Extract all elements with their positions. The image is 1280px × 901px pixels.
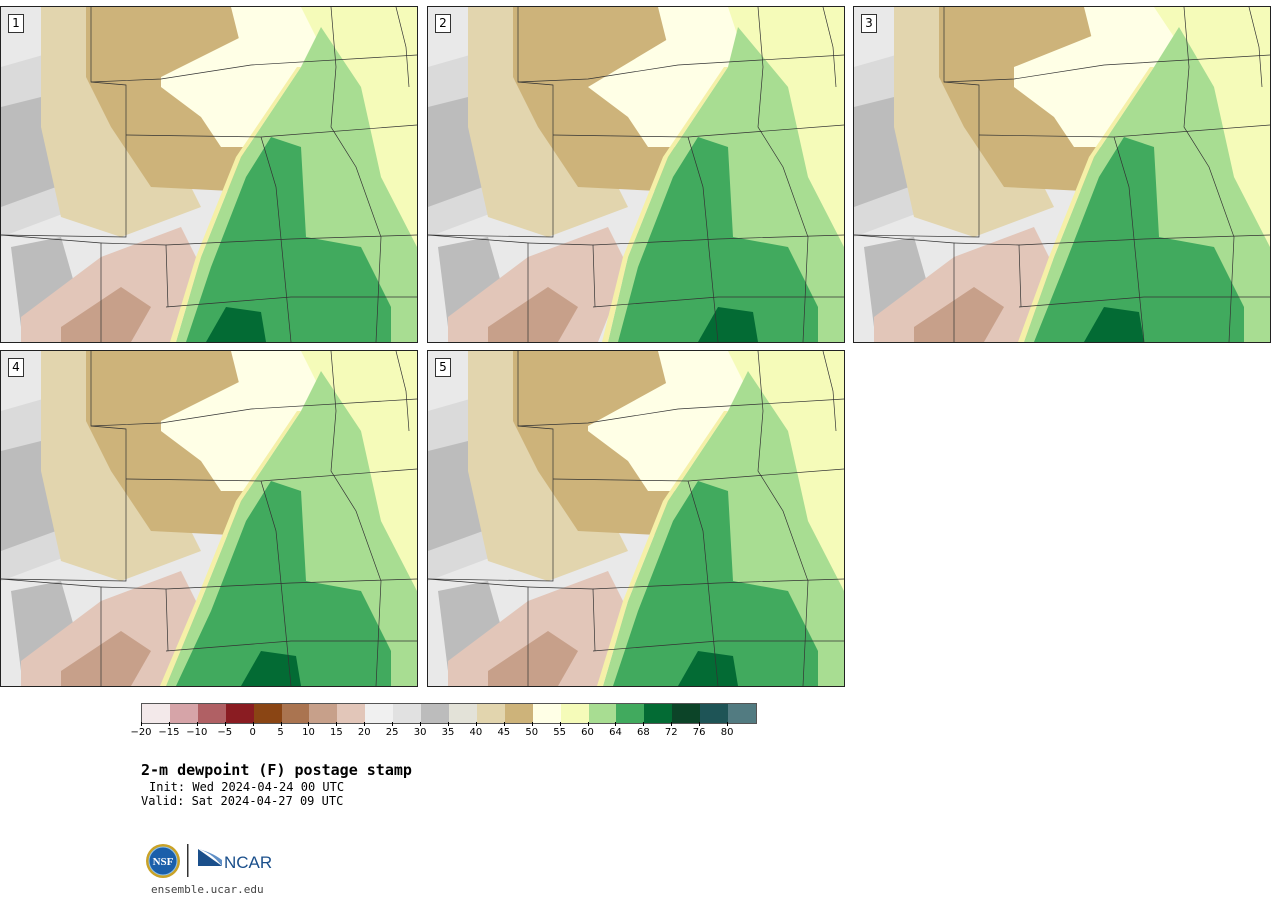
- colorbar-tick-label: 64: [609, 727, 622, 738]
- colorbar-cell: [588, 704, 617, 723]
- colorbar-tick-label: 0: [249, 727, 256, 738]
- colorbar-ticks: −20 −15 −10 −5 0 5 10 15 20 25 30 35 40 45 50 55 60 64 68 7…: [130, 722, 755, 742]
- dewpoint-map: [428, 351, 844, 686]
- site-url: ensemble.ucar.edu: [151, 883, 264, 896]
- colorbar-tick-label: 80: [720, 727, 734, 738]
- colorbar-tick-label: −10: [186, 727, 208, 738]
- colorbar-tick-label: −20: [130, 727, 152, 738]
- colorbar-tick-label: 40: [469, 727, 483, 738]
- colorbar-tick-label: −5: [217, 727, 233, 738]
- map-panel-3: 3: [853, 6, 1271, 343]
- colorbar-tick-label: 35: [441, 727, 455, 738]
- ncar-logo-text: NCAR: [224, 853, 272, 872]
- colorbar-tick-label: 30: [413, 727, 427, 738]
- init-time: Init: Wed 2024-04-24 00 UTC: [149, 780, 345, 794]
- map-panel-5: 5: [427, 350, 845, 687]
- colorbar-cell: [448, 704, 477, 723]
- colorbar-cell: [197, 704, 226, 723]
- nsf-logo-text: NSF: [153, 856, 174, 868]
- colorbar-cell: [644, 704, 673, 723]
- colorbar-cell: [253, 704, 282, 723]
- map-panel-4: 4: [0, 350, 418, 687]
- colorbar: [141, 703, 757, 724]
- colorbar-cell: [309, 704, 338, 723]
- colorbar-tick-label: 10: [302, 727, 315, 738]
- dewpoint-map: [1, 7, 417, 342]
- colorbar-cell: [728, 704, 756, 723]
- dewpoint-map: [854, 7, 1270, 342]
- colorbar-cell: [393, 704, 422, 723]
- colorbar-tick-label: 55: [553, 727, 566, 738]
- colorbar-cell: [616, 704, 645, 723]
- colorbar-tick-label: 68: [636, 727, 650, 738]
- dewpoint-map: [428, 7, 844, 342]
- map-panel-1: 1: [0, 6, 418, 343]
- ncar-logo-icon: NCAR: [198, 849, 272, 872]
- panel-number: 4: [8, 358, 24, 377]
- colorbar-tick-label: 15: [329, 727, 343, 738]
- colorbar-cell: [225, 704, 254, 723]
- panel-number: 3: [861, 14, 877, 33]
- nsf-logo-icon: NSF: [146, 844, 180, 878]
- colorbar-tick-label: −15: [158, 727, 180, 738]
- map-panel-2: 2: [427, 6, 845, 343]
- logos: NSF NCAR: [144, 842, 284, 882]
- colorbar-tick-label: 50: [525, 727, 539, 738]
- colorbar-cell: [476, 704, 505, 723]
- valid-time: Valid: Sat 2024-04-27 09 UTC: [141, 794, 344, 808]
- colorbar-cell: [169, 704, 198, 723]
- colorbar-cell: [504, 704, 533, 723]
- colorbar-cell: [421, 704, 449, 723]
- colorbar-tick-label: 45: [497, 727, 511, 738]
- colorbar-tick-label: 72: [664, 727, 678, 738]
- panel-number: 5: [435, 358, 451, 377]
- colorbar-cell: [337, 704, 366, 723]
- plot-title: 2-m dewpoint (F) postage stamp: [141, 761, 412, 779]
- colorbar-tick-label: 5: [277, 727, 284, 738]
- dewpoint-map: [1, 351, 417, 686]
- colorbar-tick-label: 60: [581, 727, 594, 738]
- colorbar-tick-label: 25: [385, 727, 399, 738]
- colorbar-cell: [142, 704, 170, 723]
- colorbar-tick-label: 20: [357, 727, 371, 738]
- panel-number: 2: [435, 14, 451, 33]
- colorbar-cell: [365, 704, 394, 723]
- colorbar-cell: [560, 704, 589, 723]
- colorbar-tick-label: 76: [692, 727, 706, 738]
- colorbar-cell: [532, 704, 561, 723]
- colorbar-cell: [672, 704, 701, 723]
- panel-number: 1: [8, 14, 24, 33]
- colorbar-cell: [700, 704, 729, 723]
- colorbar-cell: [281, 704, 310, 723]
